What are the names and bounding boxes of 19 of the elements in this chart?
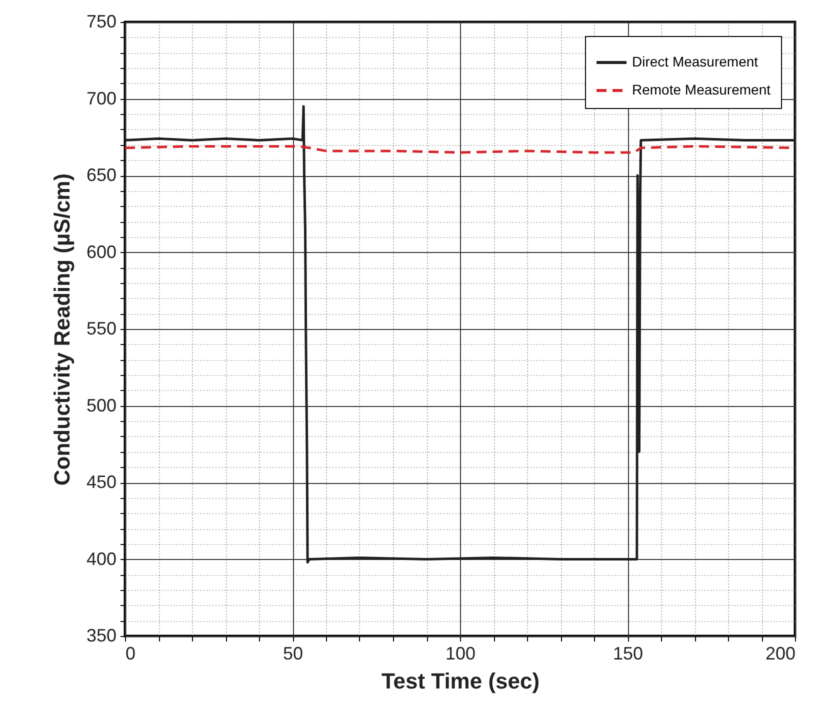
legend-label: Direct Measurement [632, 54, 758, 70]
y-tick-label: 650 [86, 165, 116, 185]
y-tick-label: 600 [86, 242, 116, 262]
x-axis-title: Test Time (sec) [381, 668, 540, 694]
y-tick-label: 500 [86, 395, 116, 416]
x-tick-label: 50 [282, 644, 304, 664]
x-tick-label: 150 [612, 644, 644, 664]
legend-label: Remote Measurement [632, 82, 771, 98]
y-tick-label: 700 [86, 88, 116, 108]
y-tick-label: 400 [86, 548, 116, 569]
x-tick-label: 0 [126, 644, 136, 664]
y-tick-label: 350 [86, 626, 116, 646]
line-series [125, 105, 795, 564]
y-axis-title: Conductivity Reading (µS/cm) [49, 173, 74, 486]
y-tick-label: 750 [86, 12, 116, 32]
y-tick-label: 550 [86, 318, 116, 338]
x-tick-label: 200 [765, 644, 796, 664]
x-tick-label: 100 [445, 644, 476, 664]
y-tick-label: 450 [86, 472, 116, 492]
